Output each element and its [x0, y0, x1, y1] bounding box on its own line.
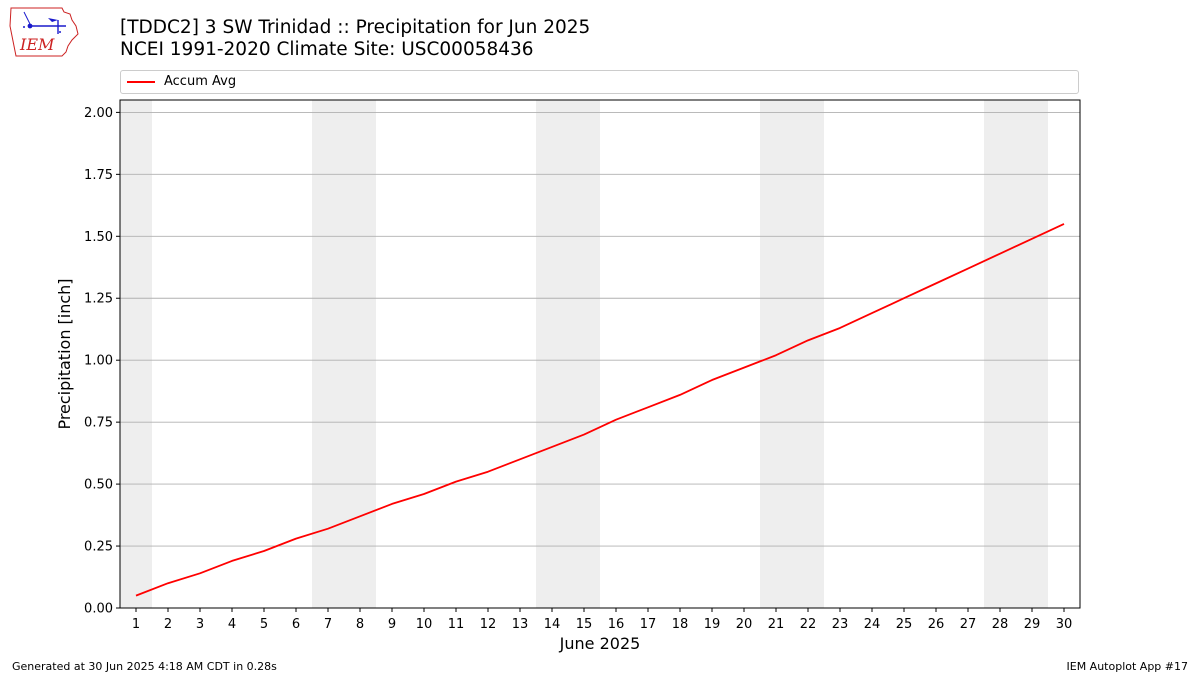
x-tick-label: 28	[992, 617, 1009, 632]
x-tick-label: 16	[608, 617, 625, 632]
y-tick-label: 2.00	[84, 106, 113, 121]
x-tick-label: 3	[196, 617, 204, 632]
x-tick-label: 4	[228, 617, 236, 632]
x-tick-label: 15	[576, 617, 593, 632]
x-tick-label: 24	[864, 617, 881, 632]
weekend-band	[760, 100, 824, 608]
y-tick-label: 0.25	[84, 540, 113, 555]
y-axis-label: Precipitation [inch]	[55, 278, 74, 429]
weekend-band	[984, 100, 1048, 608]
chart-subtitle: NCEI 1991-2020 Climate Site: USC00058436	[120, 39, 534, 60]
weekend-band	[312, 100, 376, 608]
x-tick-label: 14	[544, 617, 561, 632]
y-tick-label: 1.00	[84, 354, 113, 369]
x-tick-label: 21	[768, 617, 785, 632]
x-tick-label: 30	[1056, 617, 1073, 632]
app-credit: IEM Autoplot App #17	[1066, 660, 1189, 673]
x-tick-label: 26	[928, 617, 945, 632]
iowa-outline-icon	[9, 7, 79, 57]
x-tick-label: 1	[132, 617, 140, 632]
legend-label: Accum Avg	[164, 74, 237, 89]
x-tick-label: 20	[736, 617, 753, 632]
y-tick-label: 1.75	[84, 168, 113, 183]
legend-swatch	[127, 81, 155, 83]
x-tick-label: 29	[1024, 617, 1041, 632]
logo-text: IEM	[19, 35, 55, 54]
y-tick-label: 0.00	[84, 602, 113, 617]
series-line-accum-avg	[135, 223, 1065, 597]
x-tick-label: 19	[704, 617, 721, 632]
iem-logo: IEM	[9, 7, 79, 57]
y-tick-label: 1.50	[84, 230, 113, 245]
x-tick-label: 6	[292, 617, 300, 632]
x-tick-label: 27	[960, 617, 977, 632]
weekend-band	[120, 100, 152, 608]
plot-frame	[119, 99, 1081, 609]
x-tick-label: 22	[800, 617, 817, 632]
y-tick-label: 0.50	[84, 478, 113, 493]
y-tick-label: 0.75	[84, 416, 113, 431]
legend: Accum Avg	[120, 70, 1079, 94]
generated-timestamp: Generated at 30 Jun 2025 4:18 AM CDT in …	[12, 660, 277, 673]
x-tick-label: 2	[164, 617, 172, 632]
weekend-band	[536, 100, 600, 608]
x-tick-label: 10	[416, 617, 433, 632]
y-tick-label: 1.25	[84, 292, 113, 307]
x-tick-label: 25	[896, 617, 913, 632]
x-tick-label: 13	[512, 617, 529, 632]
x-tick-label: 17	[640, 617, 657, 632]
x-tick-label: 9	[388, 617, 396, 632]
x-tick-label: 12	[480, 617, 497, 632]
x-tick-label: 8	[356, 617, 364, 632]
x-tick-label: 23	[832, 617, 849, 632]
x-tick-label: 18	[672, 617, 689, 632]
x-tick-label: 7	[324, 617, 332, 632]
chart-title: [TDDC2] 3 SW Trinidad :: Precipitation f…	[120, 17, 591, 38]
x-tick-label: 5	[260, 617, 268, 632]
x-tick-label: 11	[448, 617, 465, 632]
x-axis-label: June 2025	[559, 634, 641, 653]
